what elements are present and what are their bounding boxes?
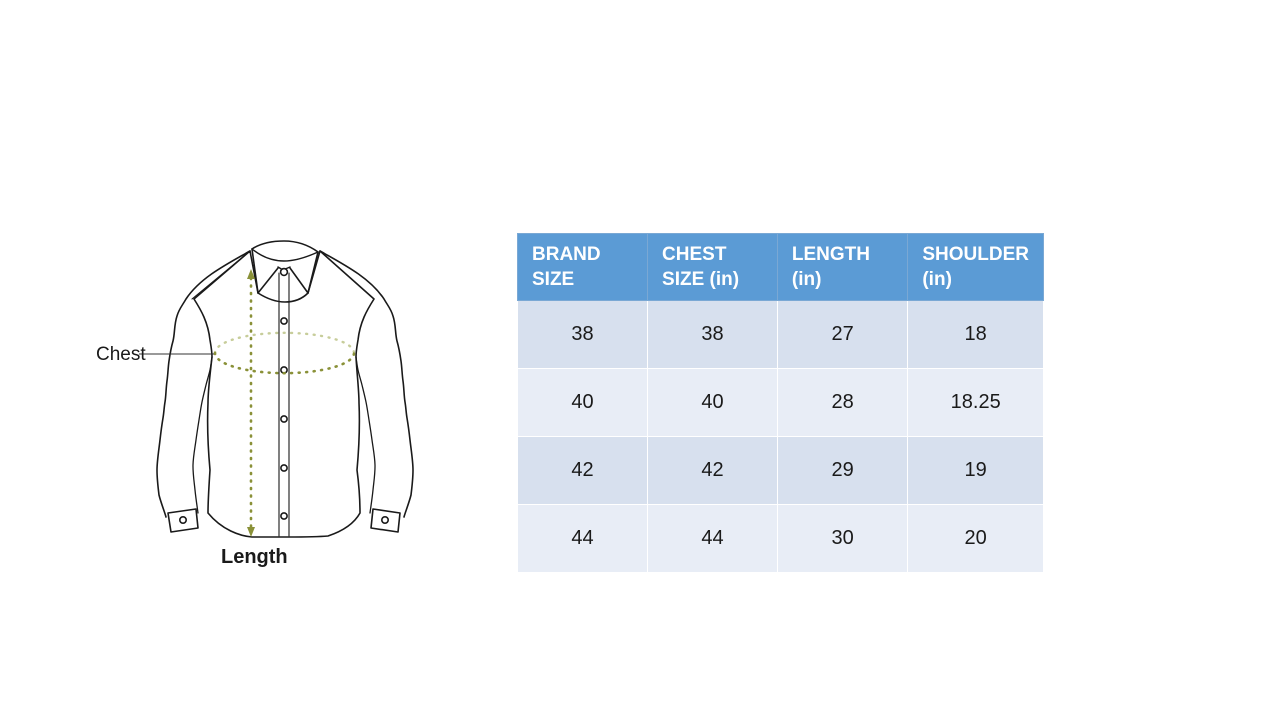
- svg-text:Chest: Chest: [96, 344, 146, 365]
- svg-text:Length: Length: [221, 546, 288, 568]
